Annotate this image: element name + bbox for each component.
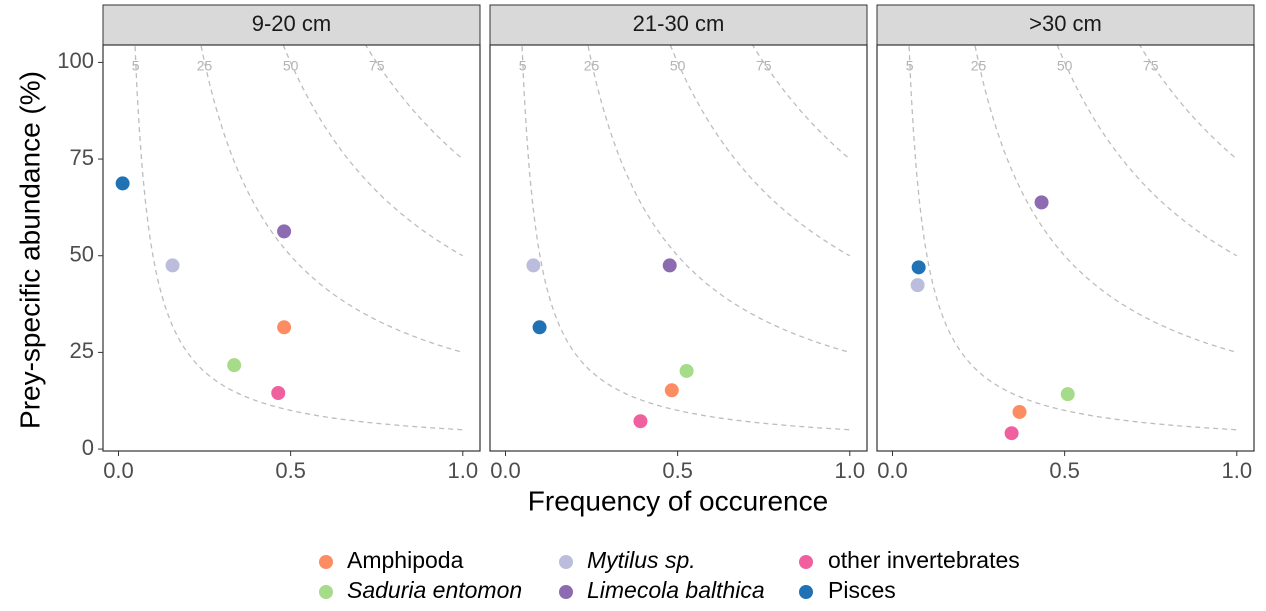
point bbox=[1034, 195, 1049, 210]
isoline-label: 5 bbox=[132, 58, 140, 74]
point bbox=[115, 176, 130, 191]
plot-area bbox=[908, 45, 1238, 431]
point bbox=[1012, 404, 1027, 419]
strip-label: 21-30 cm bbox=[633, 11, 725, 36]
x-tick-label: 0.5 bbox=[275, 458, 306, 483]
point bbox=[911, 260, 926, 275]
isoline bbox=[908, 45, 1237, 431]
x-tick-label: 0.0 bbox=[877, 458, 908, 483]
strip bbox=[876, 4, 1255, 46]
isoline bbox=[587, 45, 850, 354]
legend-marker bbox=[799, 585, 813, 599]
isoline-label: 5 bbox=[906, 58, 914, 74]
y-tick-label: 0 bbox=[82, 435, 94, 460]
point bbox=[633, 414, 648, 429]
point bbox=[526, 258, 541, 273]
plot-area bbox=[521, 45, 851, 431]
legend-marker bbox=[799, 555, 813, 569]
plot-area bbox=[134, 45, 464, 431]
isoline-label: 50 bbox=[670, 58, 686, 74]
point bbox=[664, 383, 679, 398]
point bbox=[277, 320, 292, 335]
isoline bbox=[134, 45, 463, 431]
strip-label: 9-20 cm bbox=[252, 11, 331, 36]
point bbox=[227, 358, 242, 373]
legend-label: Pisces bbox=[828, 577, 896, 603]
legend-label: other invertebrates bbox=[828, 547, 1020, 573]
x-tick-label: 0.5 bbox=[1049, 458, 1080, 483]
isoline-label: 75 bbox=[756, 58, 772, 74]
x-tick-label: 0.0 bbox=[103, 458, 134, 483]
point bbox=[679, 363, 694, 378]
point bbox=[1004, 426, 1019, 441]
point bbox=[271, 386, 286, 400]
legend-label: Amphipoda bbox=[347, 547, 464, 573]
isoline-label: 75 bbox=[369, 58, 385, 74]
point bbox=[662, 258, 677, 273]
y-tick-label: 100 bbox=[57, 48, 94, 73]
point bbox=[532, 320, 547, 335]
point bbox=[165, 258, 180, 273]
isoline bbox=[1138, 45, 1238, 160]
panel-border bbox=[489, 44, 868, 452]
x-tick-label: 1.0 bbox=[447, 458, 478, 483]
isoline-label: 5 bbox=[519, 58, 527, 74]
isoline bbox=[200, 45, 463, 354]
isoline bbox=[521, 45, 850, 431]
legend-marker bbox=[319, 585, 333, 599]
legend-marker bbox=[319, 555, 333, 569]
point bbox=[910, 278, 925, 293]
isoline bbox=[751, 45, 851, 160]
isoline bbox=[669, 45, 851, 257]
strip-label: >30 cm bbox=[1029, 11, 1102, 36]
panel-border bbox=[102, 44, 481, 452]
y-tick-label: 25 bbox=[70, 338, 94, 363]
panel-border bbox=[876, 44, 1255, 452]
legend-label: Limecola balthica bbox=[587, 577, 765, 603]
legend-marker bbox=[559, 585, 573, 599]
isoline-label: 75 bbox=[1143, 58, 1159, 74]
isoline-label: 25 bbox=[584, 58, 600, 74]
y-tick-label: 75 bbox=[70, 145, 94, 170]
isoline bbox=[364, 45, 464, 160]
y-axis-label: Prey-specific abundance (%) bbox=[14, 71, 45, 429]
isoline-label: 50 bbox=[283, 58, 299, 74]
isoline-label: 50 bbox=[1057, 58, 1073, 74]
strip bbox=[102, 4, 481, 46]
x-tick-label: 0.0 bbox=[490, 458, 521, 483]
point bbox=[277, 224, 292, 239]
x-tick-label: 1.0 bbox=[1221, 458, 1252, 483]
point bbox=[1060, 387, 1075, 402]
x-axis-label: Frequency of occurence bbox=[528, 485, 828, 516]
isoline-label: 25 bbox=[971, 58, 987, 74]
y-tick-label: 50 bbox=[70, 242, 94, 267]
legend-marker bbox=[559, 555, 573, 569]
x-tick-label: 1.0 bbox=[834, 458, 865, 483]
legend-label: Mytilus sp. bbox=[587, 547, 696, 573]
isoline bbox=[282, 45, 464, 257]
legend-label: Saduria entomon bbox=[347, 577, 522, 603]
x-tick-label: 0.5 bbox=[662, 458, 693, 483]
isoline-label: 25 bbox=[197, 58, 213, 74]
isoline bbox=[1056, 45, 1238, 257]
isoline bbox=[974, 45, 1237, 354]
